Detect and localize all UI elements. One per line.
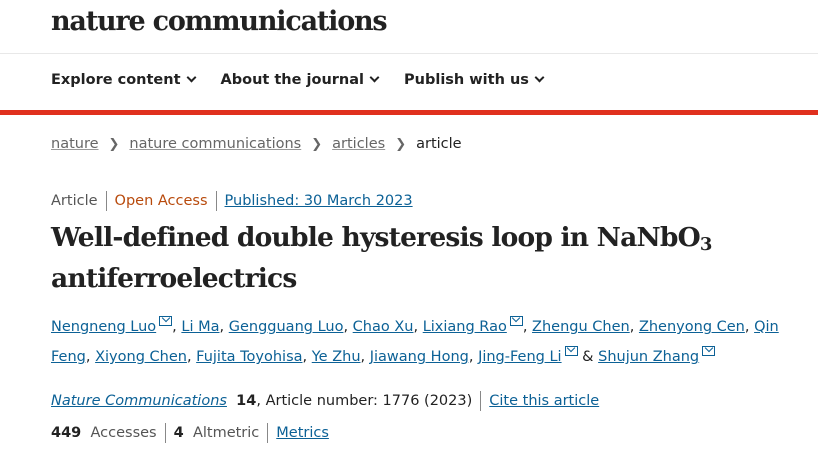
journal-link[interactable]: Nature Communications — [51, 393, 227, 409]
breadcrumb-articles[interactable]: articles — [332, 136, 386, 152]
chevron-down-icon — [369, 72, 380, 83]
metrics-link[interactable]: Metrics — [276, 425, 329, 441]
chevron-down-icon — [534, 72, 545, 83]
article-type: Article — [51, 193, 98, 209]
published-date[interactable]: Published: 30 March 2023 — [224, 193, 413, 209]
cite-this-article-link[interactable]: Cite this article — [489, 393, 600, 409]
divider — [164, 423, 166, 443]
title-text: antiferroelectrics — [51, 263, 297, 294]
mail-icon[interactable] — [564, 346, 578, 356]
divider — [105, 191, 107, 211]
divider — [0, 53, 818, 54]
nav-explore-content[interactable]: Explore content — [51, 72, 196, 88]
volume: 14 — [236, 393, 257, 409]
author-link[interactable]: Lixiang Rao — [422, 319, 507, 335]
title-text: Well-defined double hysteresis loop in N… — [51, 222, 701, 253]
metrics-line: 449 Accesses 4 Altmetric Metrics — [51, 423, 329, 443]
main-nav: Explore content About the journal Publis… — [51, 72, 545, 88]
article-title: Well-defined double hysteresis loop in N… — [51, 221, 751, 296]
mail-icon[interactable] — [509, 316, 523, 326]
chevron-down-icon — [186, 72, 196, 83]
altmetric-count: 4 — [173, 425, 184, 441]
author-link[interactable]: Nengneng Luo — [51, 319, 157, 335]
author-link[interactable]: Gengguang Luo — [228, 319, 344, 335]
altmetric-label: Altmetric — [192, 425, 260, 441]
author-link[interactable]: Qin Feng — [51, 319, 779, 365]
accent-bar — [0, 110, 818, 115]
author-link[interactable]: Jiawang Hong — [369, 349, 469, 365]
open-access-badge: Open Access — [114, 193, 208, 209]
nav-label: Publish with us — [404, 72, 529, 88]
breadcrumb-current: article — [416, 136, 462, 152]
nav-label: Explore content — [51, 72, 181, 88]
author-list: Nengneng Luo, Li Ma, Gengguang Luo, Chao… — [51, 312, 781, 372]
chevron-right-icon: ❯ — [311, 136, 323, 152]
nav-about-journal[interactable]: About the journal — [220, 72, 380, 88]
article-number: , Article number: 1776 (2023) — [256, 393, 473, 409]
nav-publish[interactable]: Publish with us — [404, 72, 545, 88]
accesses-label: Accesses — [90, 425, 157, 441]
accesses-count: 449 — [51, 425, 82, 441]
author-link[interactable]: Ye Zhu — [311, 349, 361, 365]
author-link[interactable]: Jing-Feng Li — [478, 349, 562, 365]
author-link[interactable]: Chao Xu — [352, 319, 414, 335]
divider — [215, 191, 217, 211]
author-link[interactable]: Xiyong Chen — [95, 349, 187, 365]
author-link[interactable]: Zhenyong Cen — [638, 319, 745, 335]
author-link[interactable]: Shujun Zhang — [598, 349, 700, 365]
mail-icon[interactable] — [702, 346, 716, 356]
citation-line: Nature Communications 14, Article number… — [51, 391, 599, 411]
nav-label: About the journal — [220, 72, 365, 88]
chevron-right-icon: ❯ — [395, 136, 407, 152]
title-subscript: 3 — [699, 234, 713, 255]
divider — [267, 423, 269, 443]
divider — [480, 391, 482, 411]
author-link[interactable]: Fujita Toyohisa — [196, 349, 303, 365]
chevron-right-icon: ❯ — [108, 136, 120, 152]
breadcrumb-nature-communications[interactable]: nature communications — [129, 136, 302, 152]
author-link[interactable]: Zhengu Chen — [532, 319, 630, 335]
article-meta: Article Open Access Published: 30 March … — [51, 191, 413, 211]
breadcrumb-nature[interactable]: nature — [51, 136, 99, 152]
author-link[interactable]: Li Ma — [181, 319, 220, 335]
journal-logo[interactable]: nature communications — [51, 6, 388, 37]
breadcrumb: nature ❯ nature communications ❯ articles ❯… — [51, 136, 462, 152]
mail-icon[interactable] — [159, 316, 173, 326]
